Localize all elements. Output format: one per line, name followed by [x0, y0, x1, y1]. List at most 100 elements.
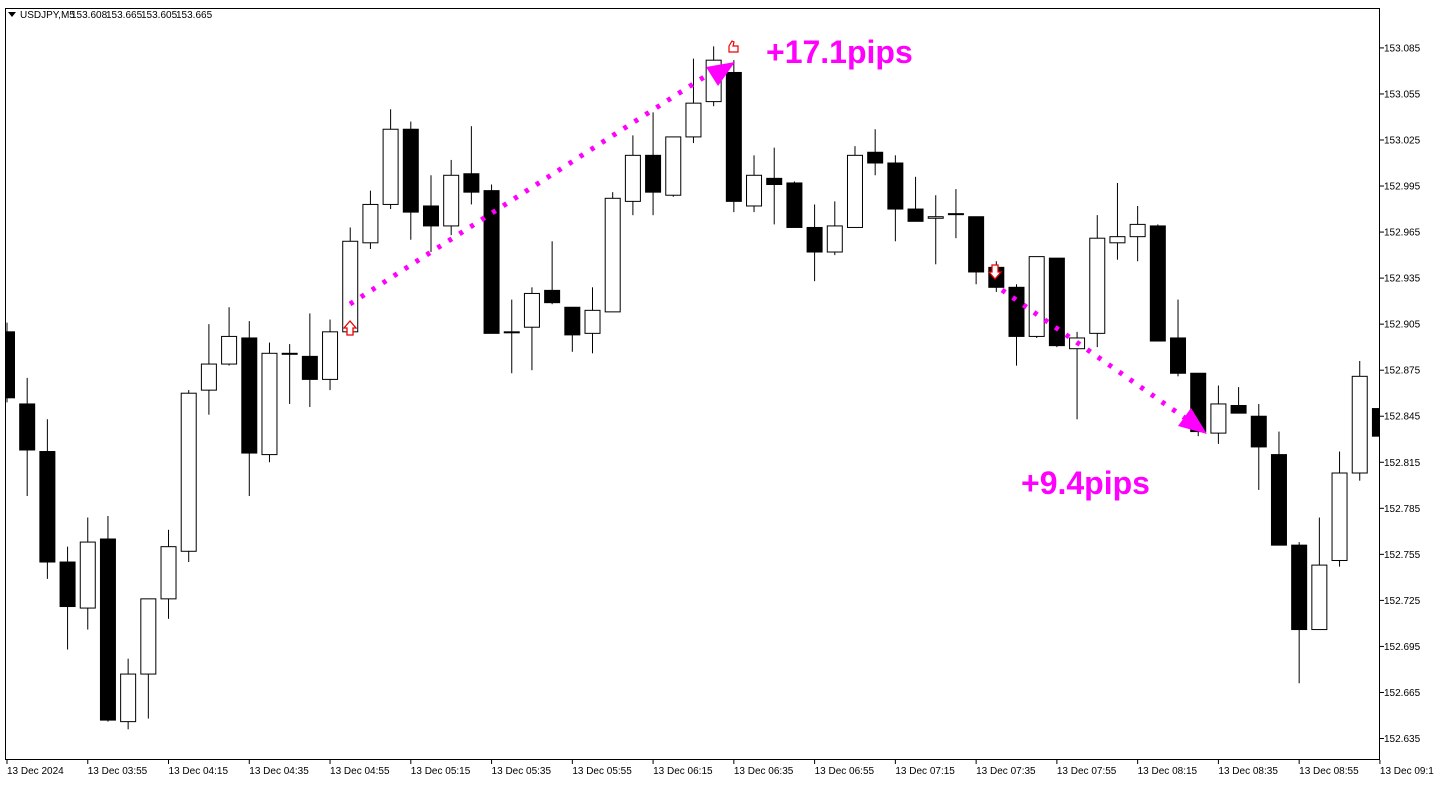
bear-body — [1008, 286, 1025, 337]
bear-body — [463, 173, 480, 193]
bull-body — [443, 174, 460, 227]
bull-body — [624, 154, 641, 202]
trade-annotations: +17.1pips +9.4pips — [342, 34, 1207, 501]
x-tick-label: 13 Dec 07:15 — [895, 766, 955, 777]
bear-body — [19, 403, 36, 451]
bull-body — [1129, 223, 1146, 238]
bull-body — [1331, 472, 1348, 561]
x-tick-label: 13 Dec 08:35 — [1218, 766, 1278, 777]
bull-body — [826, 225, 843, 253]
x-tick-label: 13 Dec 06:15 — [653, 766, 713, 777]
bull-body — [1109, 236, 1126, 244]
bull-body — [665, 136, 682, 196]
sell-arrow — [987, 264, 1003, 280]
y-tick-label: 152.725 — [1384, 596, 1421, 607]
bear-body — [59, 561, 76, 608]
x-tick-label: 13 Dec 07:35 — [976, 766, 1036, 777]
bull-body — [342, 240, 359, 333]
bear-body — [806, 226, 823, 253]
x-tick-label: 13 Dec 04:55 — [330, 766, 390, 777]
bear-body — [766, 177, 783, 185]
arrowhead — [1178, 408, 1207, 434]
bull-body — [79, 541, 96, 609]
bull-body — [281, 352, 298, 355]
axes: 153.085 153.055 153.025 152.995 152.965 152.9… — [6, 43, 1434, 777]
bear-body — [564, 306, 581, 336]
bear-body — [99, 538, 116, 721]
bull-body — [503, 331, 520, 334]
bull-body — [180, 392, 197, 552]
bear-body — [422, 205, 439, 227]
header-value: 153.608 — [71, 10, 108, 21]
bear-body — [867, 151, 884, 164]
bear-body — [1291, 544, 1308, 631]
bull-body — [685, 102, 702, 138]
x-tick-label: 13 Dec 2024 — [7, 766, 64, 777]
bull-body — [1351, 375, 1368, 474]
bull-body — [604, 197, 621, 313]
bull-body — [362, 203, 379, 244]
header-value: 153.665 — [106, 10, 143, 21]
y-tick-label: 152.815 — [1384, 458, 1421, 469]
bear-body — [301, 355, 318, 380]
y-tick-label: 152.875 — [1384, 366, 1421, 377]
bear-body — [39, 451, 56, 563]
bear-body — [1250, 415, 1267, 448]
bear-body — [645, 154, 662, 193]
bull-body — [1028, 256, 1045, 337]
header-value: 153.665 — [176, 10, 213, 21]
bear-body — [725, 71, 742, 202]
bear-body — [5, 331, 15, 399]
y-tick-label: 152.755 — [1384, 550, 1421, 561]
x-tick-label: 13 Dec 08:15 — [1138, 766, 1198, 777]
y-tick-label: 153.055 — [1384, 89, 1421, 100]
candles — [5, 46, 1380, 730]
bull-body — [221, 335, 238, 365]
chart-title: USDJPY,M5 — [20, 10, 75, 21]
bear-body — [968, 216, 985, 273]
bear-body — [483, 190, 500, 334]
bear-body — [1048, 257, 1065, 347]
bear-body — [1170, 337, 1187, 374]
y-tick-label: 152.935 — [1384, 274, 1421, 285]
bull-body — [523, 292, 540, 328]
x-tick-label: 13 Dec 05:15 — [411, 766, 471, 777]
y-tick-label: 152.695 — [1384, 642, 1421, 653]
bull-body — [1089, 237, 1106, 334]
y-tick-label: 152.965 — [1384, 228, 1421, 239]
bear-body — [1270, 454, 1287, 546]
x-tick-label: 13 Dec 08:55 — [1299, 766, 1359, 777]
bull-body — [322, 331, 339, 380]
bull-body — [261, 352, 278, 456]
bull-body — [746, 174, 763, 207]
bull-body — [927, 216, 944, 219]
bull-body — [160, 546, 177, 600]
bear-body — [1149, 225, 1166, 342]
bear-body — [1371, 408, 1380, 437]
bull-body — [584, 309, 601, 334]
x-tick-label: 13 Dec 06:55 — [815, 766, 875, 777]
x-tick-label: 13 Dec 04:35 — [249, 766, 309, 777]
bear-body — [907, 208, 924, 222]
y-tick-label: 152.785 — [1384, 504, 1421, 515]
bear-body — [402, 128, 419, 213]
bull-body — [382, 128, 399, 205]
y-tick-label: 152.845 — [1384, 412, 1421, 423]
y-tick-label: 152.995 — [1384, 182, 1421, 193]
annotation: +9.4pips — [1021, 465, 1150, 501]
bull-body — [1210, 403, 1227, 434]
bear-body — [887, 162, 904, 210]
bear-body — [241, 337, 258, 454]
arrowhead — [706, 62, 735, 86]
x-tick-label: 13 Dec 07:55 — [1057, 766, 1117, 777]
y-tick-label: 152.665 — [1384, 688, 1421, 699]
y-tick-label: 153.085 — [1384, 43, 1421, 54]
y-tick-label: 153.025 — [1384, 135, 1421, 146]
y-tick-label: 152.635 — [1384, 734, 1421, 745]
bear-body — [786, 182, 803, 228]
x-tick-label: 13 Dec 05:35 — [492, 766, 552, 777]
bull-body — [846, 154, 863, 228]
